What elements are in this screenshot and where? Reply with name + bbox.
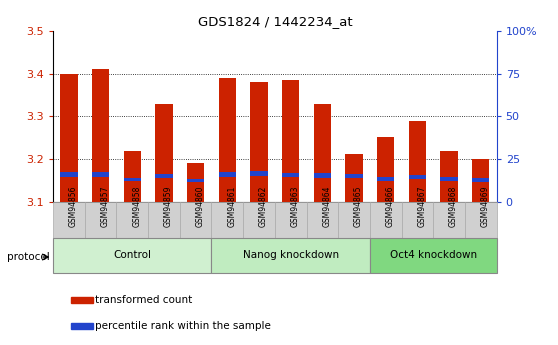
Bar xyxy=(123,150,141,202)
Text: Oct4 knockdown: Oct4 knockdown xyxy=(389,250,477,260)
Bar xyxy=(275,202,306,238)
Bar xyxy=(306,202,338,238)
Bar xyxy=(465,202,497,238)
Bar xyxy=(440,150,458,202)
Text: GSM94862: GSM94862 xyxy=(259,186,268,227)
Text: transformed count: transformed count xyxy=(95,295,193,305)
Bar xyxy=(60,74,78,202)
Text: GSM94863: GSM94863 xyxy=(291,185,300,227)
Bar xyxy=(53,238,211,273)
Text: Nanog knockdown: Nanog knockdown xyxy=(243,250,339,260)
Bar xyxy=(92,69,109,202)
Bar xyxy=(408,121,426,202)
Bar xyxy=(187,162,204,202)
Bar xyxy=(123,178,141,181)
Bar xyxy=(187,179,204,182)
Bar xyxy=(314,173,331,178)
Bar xyxy=(92,172,109,177)
Bar xyxy=(148,202,180,238)
Bar xyxy=(370,202,402,238)
Bar xyxy=(250,82,268,202)
Bar xyxy=(345,174,363,178)
Text: GSM94868: GSM94868 xyxy=(449,186,458,227)
Bar xyxy=(472,159,489,202)
Text: GSM94861: GSM94861 xyxy=(227,186,236,227)
Bar xyxy=(440,177,458,181)
Text: GSM94859: GSM94859 xyxy=(164,185,173,227)
Bar xyxy=(282,173,300,177)
Bar xyxy=(155,174,172,178)
Text: GSM94858: GSM94858 xyxy=(132,186,141,227)
Bar xyxy=(85,202,117,238)
Text: Control: Control xyxy=(113,250,151,260)
Bar xyxy=(219,172,236,177)
Bar xyxy=(60,172,78,177)
Bar xyxy=(377,177,395,181)
Text: GSM94860: GSM94860 xyxy=(196,185,205,227)
Bar xyxy=(211,202,243,238)
Bar xyxy=(219,78,236,202)
Text: GSM94869: GSM94869 xyxy=(481,185,490,227)
Bar xyxy=(282,80,300,202)
Bar xyxy=(71,323,93,329)
Bar xyxy=(433,202,465,238)
Text: protocol: protocol xyxy=(7,252,50,262)
Bar xyxy=(71,297,93,303)
Bar xyxy=(211,238,370,273)
Bar xyxy=(408,175,426,179)
Bar xyxy=(180,202,211,238)
Text: GSM94864: GSM94864 xyxy=(323,185,331,227)
Text: percentile rank within the sample: percentile rank within the sample xyxy=(95,322,271,331)
Bar xyxy=(338,202,370,238)
Bar xyxy=(250,171,268,176)
Bar xyxy=(377,137,395,202)
Bar xyxy=(243,202,275,238)
Text: GSM94867: GSM94867 xyxy=(417,185,426,227)
Text: GSM94856: GSM94856 xyxy=(69,185,78,227)
Bar xyxy=(370,238,497,273)
Bar xyxy=(117,202,148,238)
Bar xyxy=(155,104,172,202)
Text: GSM94857: GSM94857 xyxy=(100,185,109,227)
Bar xyxy=(472,178,489,182)
Text: GSM94865: GSM94865 xyxy=(354,185,363,227)
Bar xyxy=(314,104,331,202)
Text: GSM94866: GSM94866 xyxy=(386,185,395,227)
Bar xyxy=(53,202,85,238)
Bar xyxy=(402,202,433,238)
Title: GDS1824 / 1442234_at: GDS1824 / 1442234_at xyxy=(198,16,352,29)
Bar xyxy=(345,154,363,202)
